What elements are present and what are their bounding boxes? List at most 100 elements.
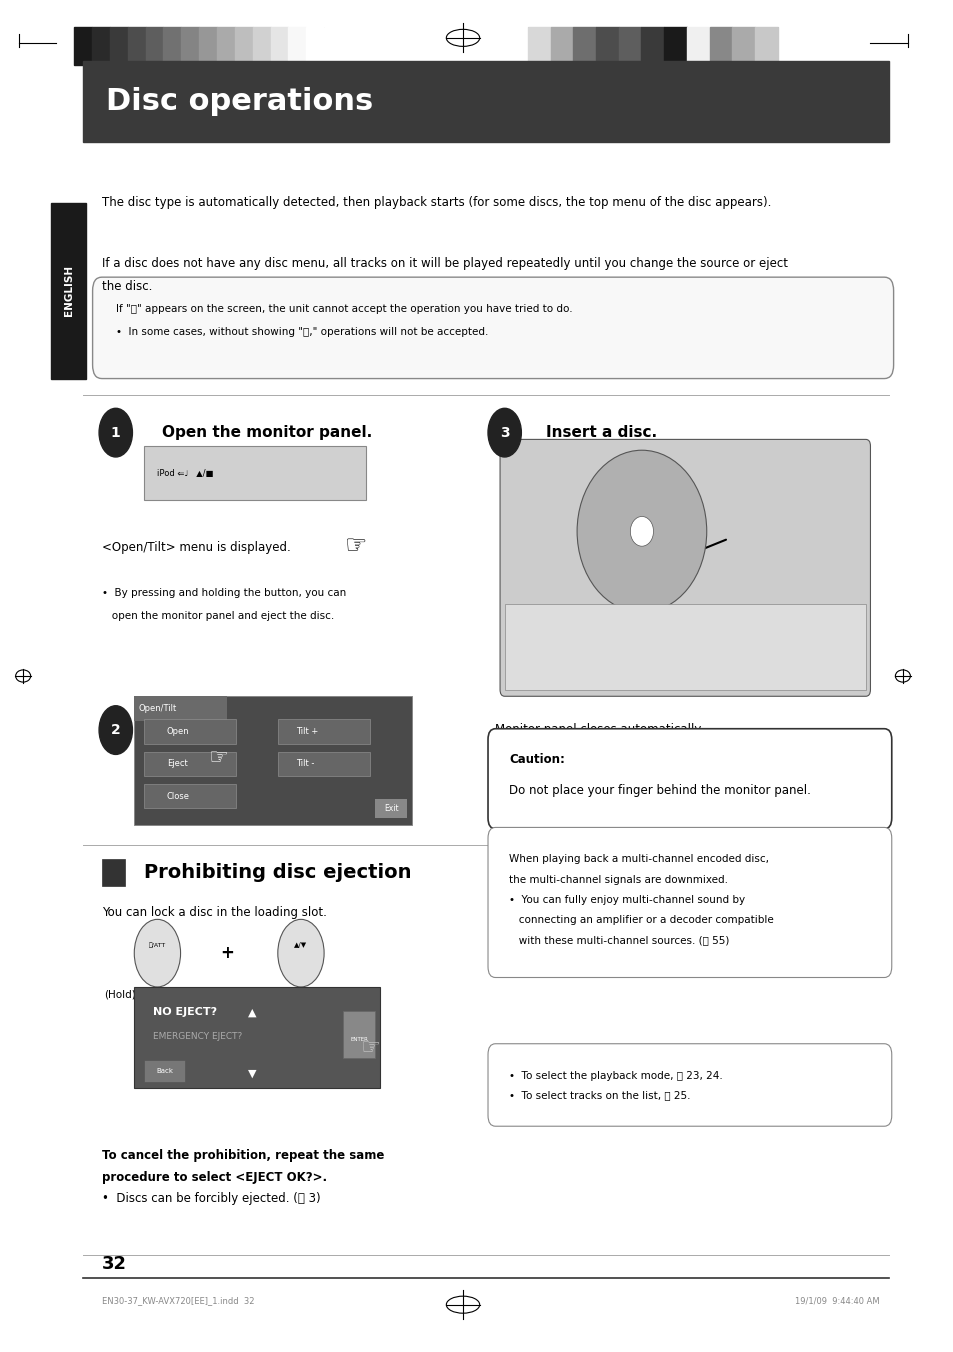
Bar xyxy=(74,27,324,65)
Text: Disc operations: Disc operations xyxy=(107,87,374,116)
Bar xyxy=(277,719,370,744)
Text: the disc.: the disc. xyxy=(102,280,152,293)
Text: the multi-channel signals are downmixed.: the multi-channel signals are downmixed. xyxy=(509,875,727,884)
Text: Open: Open xyxy=(167,727,189,735)
Bar xyxy=(216,27,234,65)
FancyBboxPatch shape xyxy=(92,277,893,379)
Bar xyxy=(234,27,253,65)
Text: EN30-37_KW-AVX720[EE]_1.indd  32: EN30-37_KW-AVX720[EE]_1.indd 32 xyxy=(102,1297,254,1305)
Text: •  By pressing and holding the button, you can: • By pressing and holding the button, yo… xyxy=(102,588,346,598)
Bar xyxy=(91,27,110,65)
Text: Open/Tilt: Open/Tilt xyxy=(139,704,177,713)
Text: ☞: ☞ xyxy=(208,748,228,768)
Text: (Hold): (Hold) xyxy=(105,990,136,999)
Text: open the monitor panel and eject the disc.: open the monitor panel and eject the dis… xyxy=(102,611,334,621)
Text: If "ⓟ" appears on the screen, the unit cannot accept the operation you have trie: If "ⓟ" appears on the screen, the unit c… xyxy=(115,304,572,314)
Bar xyxy=(134,987,379,1088)
Bar xyxy=(375,799,407,818)
Bar xyxy=(755,27,777,65)
FancyBboxPatch shape xyxy=(488,1044,891,1126)
FancyBboxPatch shape xyxy=(488,729,891,829)
Text: 3: 3 xyxy=(499,426,509,439)
Bar xyxy=(550,27,573,65)
Text: Prohibiting disc ejection: Prohibiting disc ejection xyxy=(143,863,411,882)
Bar xyxy=(128,27,146,65)
Bar xyxy=(143,1060,185,1082)
Bar xyxy=(102,859,125,886)
Text: You can lock a disc in the loading slot.: You can lock a disc in the loading slot. xyxy=(102,906,326,919)
Text: +: + xyxy=(220,944,233,963)
Bar xyxy=(143,719,236,744)
Bar xyxy=(146,27,163,65)
Text: ENGLISH: ENGLISH xyxy=(64,265,73,316)
Text: ⭘/ATT: ⭘/ATT xyxy=(149,942,166,948)
Bar xyxy=(83,61,888,142)
Bar xyxy=(709,27,732,65)
Circle shape xyxy=(99,706,132,754)
Bar xyxy=(686,27,709,65)
Text: Label side: Label side xyxy=(574,442,626,452)
Bar xyxy=(143,752,236,776)
Bar xyxy=(163,27,181,65)
Text: ENTER: ENTER xyxy=(350,1037,368,1042)
Text: Caution:: Caution: xyxy=(509,753,564,767)
Text: Close: Close xyxy=(167,792,190,800)
Text: (Hold): (Hold) xyxy=(322,990,354,999)
Circle shape xyxy=(488,408,520,457)
Text: Insert a disc.: Insert a disc. xyxy=(546,425,657,441)
Circle shape xyxy=(277,919,324,987)
Text: •  To select tracks on the list, ⓢ 25.: • To select tracks on the list, ⓢ 25. xyxy=(509,1090,690,1099)
Text: When playing back a multi-channel encoded disc,: When playing back a multi-channel encode… xyxy=(509,854,768,864)
Text: Monitor panel closes automatically.: Monitor panel closes automatically. xyxy=(495,723,703,737)
Text: iPod ⇐♩   ▲/■: iPod ⇐♩ ▲/■ xyxy=(157,469,213,477)
Text: Tilt -: Tilt - xyxy=(296,760,314,768)
Bar xyxy=(199,27,216,65)
Bar xyxy=(573,27,596,65)
Text: •  In some cases, without showing "ⓟ," operations will not be accepted.: • In some cases, without showing "ⓟ," op… xyxy=(115,327,488,337)
Text: Eject: Eject xyxy=(167,760,187,768)
Text: ☞: ☞ xyxy=(360,1038,380,1057)
Text: connecting an amplifier or a decoder compatible: connecting an amplifier or a decoder com… xyxy=(509,915,773,925)
Bar xyxy=(527,27,777,65)
Bar xyxy=(504,604,865,690)
Text: Do not place your finger behind the monitor panel.: Do not place your finger behind the moni… xyxy=(509,784,810,798)
Text: 19/1/09  9:44:40 AM: 19/1/09 9:44:40 AM xyxy=(794,1297,879,1305)
Text: procedure to select <EJECT OK?>.: procedure to select <EJECT OK?>. xyxy=(102,1171,327,1184)
Bar xyxy=(342,1011,375,1057)
Text: Exit: Exit xyxy=(384,804,398,813)
Text: If a disc does not have any disc menu, all tracks on it will be played repeatedl: If a disc does not have any disc menu, a… xyxy=(102,257,787,270)
Text: <Open/Tilt> menu is displayed.: <Open/Tilt> menu is displayed. xyxy=(102,541,291,554)
Text: Open the monitor panel.: Open the monitor panel. xyxy=(162,425,372,441)
Text: Tilt +: Tilt + xyxy=(296,727,318,735)
Circle shape xyxy=(134,919,180,987)
Bar xyxy=(143,446,365,500)
Bar xyxy=(253,27,271,65)
Text: ▲/▼: ▲/▼ xyxy=(294,942,307,948)
Bar xyxy=(51,203,86,379)
Text: The disc type is automatically detected, then playback starts (for some discs, t: The disc type is automatically detected,… xyxy=(102,196,770,210)
Text: 32: 32 xyxy=(102,1255,127,1274)
FancyBboxPatch shape xyxy=(499,439,869,696)
Text: 2: 2 xyxy=(111,723,120,737)
Text: ▲: ▲ xyxy=(248,1007,256,1017)
Text: To cancel the prohibition, repeat the same: To cancel the prohibition, repeat the sa… xyxy=(102,1149,384,1163)
Circle shape xyxy=(99,408,132,457)
Text: ☞: ☞ xyxy=(345,534,367,558)
Bar xyxy=(143,784,236,808)
Bar xyxy=(640,27,663,65)
Bar xyxy=(618,27,640,65)
Text: with these multi-channel sources. (ⓢ 55): with these multi-channel sources. (ⓢ 55) xyxy=(509,936,729,945)
Bar xyxy=(271,27,288,65)
Text: ▼: ▼ xyxy=(248,1068,256,1078)
Text: 1: 1 xyxy=(111,426,120,439)
Bar xyxy=(663,27,686,65)
Bar xyxy=(306,27,324,65)
Bar xyxy=(596,27,618,65)
Bar xyxy=(527,27,550,65)
Bar xyxy=(134,696,412,825)
Bar xyxy=(277,752,370,776)
Bar xyxy=(288,27,306,65)
Bar xyxy=(110,27,128,65)
Text: •  To select the playback mode, ⓢ 23, 24.: • To select the playback mode, ⓢ 23, 24. xyxy=(509,1071,722,1080)
Bar xyxy=(134,696,227,721)
